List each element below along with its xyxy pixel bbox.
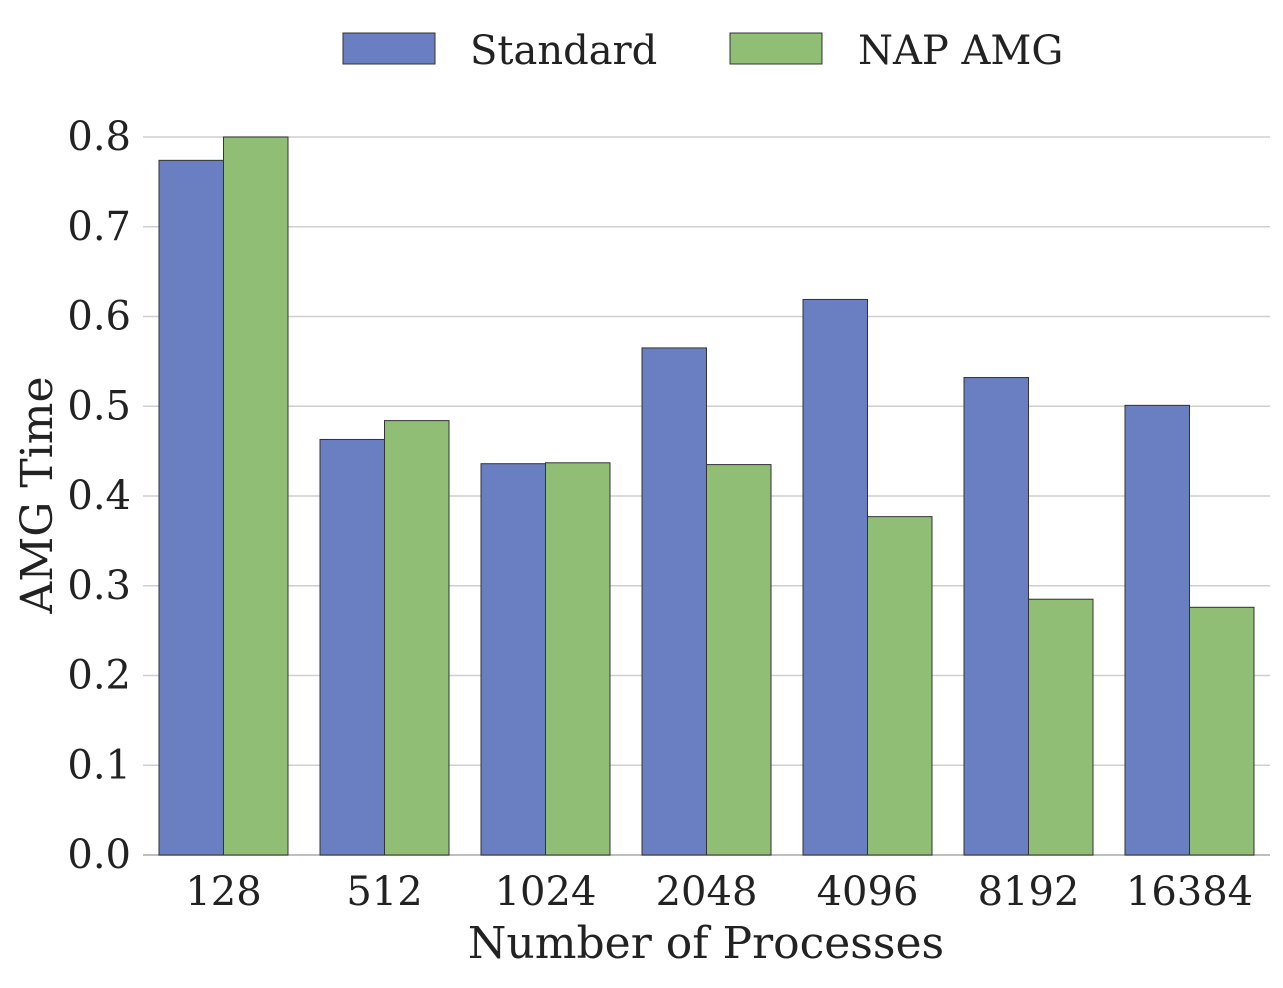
y-tick-label: 0.2 <box>67 653 131 699</box>
x-tick-label: 4096 <box>817 869 919 915</box>
y-tick-label: 0.1 <box>67 742 131 788</box>
bar-nap-amg-16384 <box>1189 606 1255 856</box>
x-axis-title: Number of Processes <box>468 918 944 969</box>
x-tick-label: 16384 <box>1126 869 1253 915</box>
y-tick-label: 0.3 <box>67 563 131 609</box>
bar-nap-amg-1024 <box>545 462 611 856</box>
y-tick-label: 0.0 <box>67 832 131 878</box>
bar-nap-amg-8192 <box>1028 598 1094 856</box>
x-tick-label: 1024 <box>495 869 597 915</box>
y-tick-label: 0.8 <box>67 114 131 160</box>
bar-nap-amg-128 <box>223 136 289 856</box>
axes: 0.0 0.1 0.2 0.3 0.4 0.5 0.6 0.7 0.8 128 512 1024 204… <box>67 114 1253 915</box>
bar-standard-8192 <box>963 377 1029 856</box>
x-tick-label: 128 <box>185 869 261 915</box>
bar-standard-128 <box>158 159 224 856</box>
legend-label: NAP AMG <box>858 28 1063 74</box>
y-tick-label: 0.5 <box>67 383 131 429</box>
bar-nap-amg-2048 <box>706 464 772 856</box>
x-tick-label: 8192 <box>978 869 1080 915</box>
bar-standard-4096 <box>802 298 868 856</box>
y-tick-label: 0.6 <box>67 294 131 340</box>
bar-standard-2048 <box>641 347 707 856</box>
legend-swatch <box>729 32 823 65</box>
bar-nap-amg-4096 <box>867 516 933 856</box>
bar-standard-1024 <box>480 463 546 856</box>
legend-swatch <box>342 32 436 65</box>
legend-label: Standard <box>470 28 657 74</box>
y-tick-label: 0.4 <box>67 473 131 519</box>
bar-nap-amg-512 <box>384 420 450 856</box>
y-axis-title: AMG Time <box>12 376 63 614</box>
legend: Standard NAP AMG <box>342 28 1063 74</box>
bar-standard-16384 <box>1124 404 1190 856</box>
x-tick-label: 2048 <box>656 869 758 915</box>
y-tick-label: 0.7 <box>67 204 131 250</box>
x-tick-label: 512 <box>346 869 422 915</box>
bar-standard-512 <box>319 438 385 856</box>
bars <box>158 136 1255 856</box>
